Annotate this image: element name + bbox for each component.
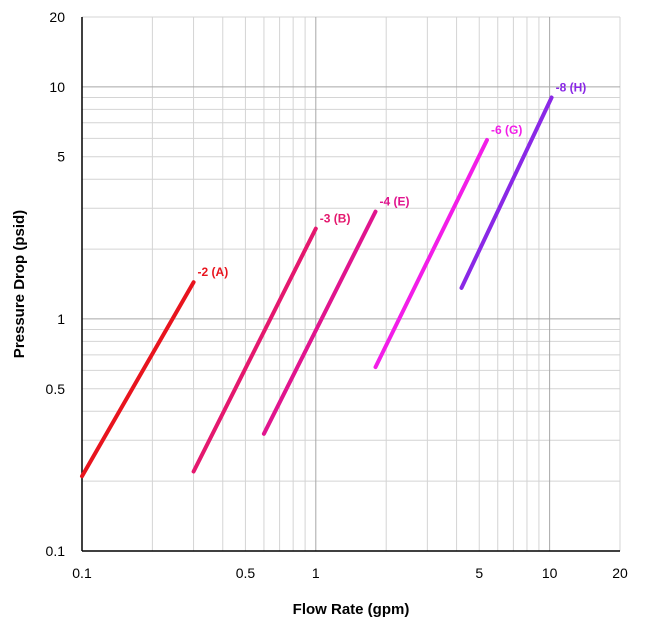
series-line: [80, 280, 196, 479]
y-tick-label: 0.1: [46, 543, 66, 559]
x-tick-label: 0.1: [72, 565, 92, 581]
series-label: -3 (B): [320, 212, 351, 226]
axes: [81, 17, 620, 552]
y-tick-label: 10: [49, 79, 65, 95]
series-label: -2 (A): [198, 265, 229, 279]
series-lines: [80, 95, 554, 479]
x-tick-label: 5: [475, 565, 483, 581]
x-tick-label: 10: [542, 565, 558, 581]
x-tick-labels: 0.1 0.5 1 5 10 20: [72, 565, 628, 581]
y-tick-label: 1: [57, 311, 65, 327]
x-tick-label: 0.5: [236, 565, 256, 581]
series-label: -4 (E): [379, 195, 409, 209]
minor-gridlines: [82, 16, 621, 551]
series-line: [459, 95, 554, 290]
series-line: [373, 138, 489, 370]
series-line: [261, 209, 378, 436]
x-tick-label: 20: [612, 565, 628, 581]
y-tick-label: 0.5: [46, 381, 66, 397]
series-label: -8 (H): [556, 80, 587, 94]
y-axis-title: Pressure Drop (psid): [11, 210, 28, 358]
y-tick-label: 5: [57, 149, 65, 165]
series-line: [191, 226, 318, 474]
x-tick-label: 1: [312, 565, 320, 581]
y-tick-label: 20: [49, 9, 65, 25]
x-axis-title: Flow Rate (gpm): [293, 601, 410, 618]
series-labels: -2 (A) -3 (B) -4 (E) -6 (G) -8 (H): [198, 80, 587, 279]
y-tick-labels: 0.1 0.5 1 5 10 20: [46, 9, 66, 559]
series-label: -6 (G): [491, 123, 522, 137]
